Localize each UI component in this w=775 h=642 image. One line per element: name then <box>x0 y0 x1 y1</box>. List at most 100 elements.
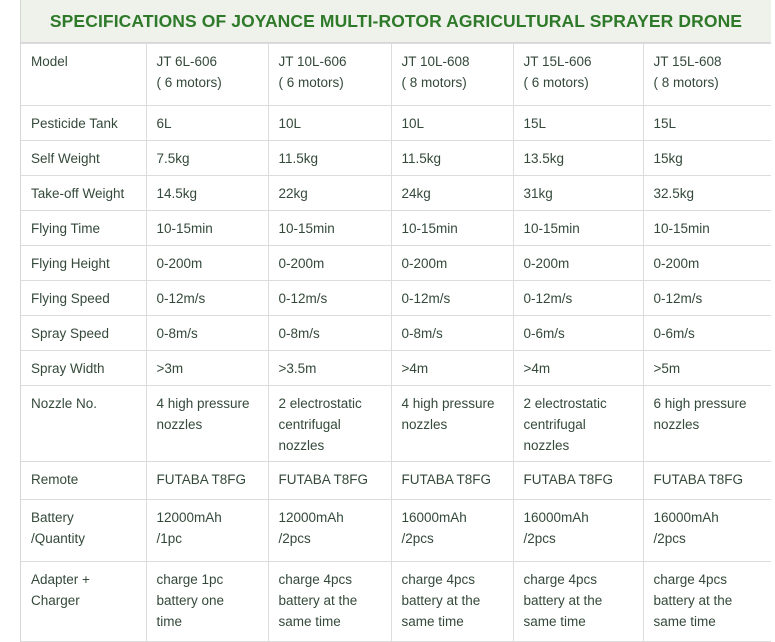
cell-text: 0-200m <box>653 256 700 271</box>
cell: 0-6m/s <box>512 315 644 351</box>
cell-text: 7.5kg <box>156 151 190 166</box>
cell-text: FUTABA T8FG <box>278 472 369 487</box>
cell-text: Spray Width <box>31 361 105 376</box>
cell: 14.5kg <box>145 175 269 211</box>
cell-text: 10-15min <box>156 221 213 236</box>
cell: 7.5kg <box>145 140 269 176</box>
cell-text: Pesticide Tank <box>31 116 118 131</box>
row-label: Self Weight <box>21 140 147 176</box>
cell-text: 6 high pressure nozzles <box>653 396 747 432</box>
cell: JT 6L-606 ( 6 motors) <box>145 43 269 106</box>
cell: 16000mAh /2pcs <box>390 499 514 562</box>
table-row: Battery /Quantity 12000mAh /1pc 12000mAh /… <box>21 499 771 562</box>
cell-text: 10L <box>278 116 302 131</box>
cell: 4 high pressure nozzles <box>145 385 269 462</box>
table-row: Pesticide Tank 6L 10L 10L 15L 15L <box>21 105 771 141</box>
cell-text: Battery /Quantity <box>31 510 86 546</box>
cell: 0-200m <box>642 245 771 281</box>
cell-text: 11.5kg <box>401 151 442 166</box>
cell: charge 4pcs battery at the same time <box>390 561 514 642</box>
cell-text: 0-12m/s <box>156 291 206 306</box>
cell-text: Flying Speed <box>31 291 110 306</box>
title: SPECIFICATIONS OF JOYANCE MULTI-ROTOR AG… <box>21 0 771 43</box>
cell-text: JT 6L-606 ( 6 motors) <box>156 54 222 90</box>
cell: charge 4pcs battery at the same time <box>267 561 392 642</box>
cell: 0-8m/s <box>145 315 269 351</box>
cell-text: Flying Time <box>31 221 101 236</box>
cell: 0-12m/s <box>642 280 771 316</box>
table-row: Self Weight 7.5kg 11.5kg 11.5kg 13.5kg 15kg <box>21 140 771 176</box>
cell-text: JT 10L-606 ( 6 motors) <box>278 54 347 90</box>
cell: 0-8m/s <box>390 315 514 351</box>
cell: >4m <box>512 350 644 386</box>
cell: charge 4pcs battery at the same time <box>512 561 644 642</box>
cell: 24kg <box>390 175 514 211</box>
cell-text: Flying Height <box>31 256 110 271</box>
row-label: Adapter + Charger <box>21 561 147 642</box>
table-row: Remote Controller FUTABA T8FG FUTABA T8FG F… <box>21 461 771 500</box>
cell: 6L <box>145 105 269 141</box>
cell-text: >3m <box>156 361 184 376</box>
cell-text: >5m <box>653 361 681 376</box>
cell-text: 24kg <box>401 186 431 201</box>
cell-text: JT 10L-608 ( 8 motors) <box>401 54 470 90</box>
cell: 0-200m <box>145 245 269 281</box>
cell: 0-12m/s <box>512 280 644 316</box>
cell-text: Self Weight <box>31 151 100 166</box>
cell: 12000mAh /1pc <box>145 499 269 562</box>
cell: 0-8m/s <box>267 315 392 351</box>
cell-text: 16000mAh /2pcs <box>523 510 589 546</box>
cell: JT 15L-608 ( 8 motors) <box>642 43 771 106</box>
cell-text: 0-8m/s <box>401 326 443 341</box>
cell: FUTABA T8FG <box>390 461 514 500</box>
cell-text: >4m <box>523 361 551 376</box>
cell: 0-6m/s <box>642 315 771 351</box>
cell-text: 10-15min <box>278 221 335 236</box>
cell: 6 high pressure nozzles <box>642 385 771 462</box>
cell-text: charge 4pcs battery at the same time <box>523 572 603 629</box>
cell-text: 0-200m <box>401 256 448 271</box>
cell: >4m <box>390 350 514 386</box>
cell-text: FUTABA T8FG <box>523 472 614 487</box>
cell-text: 31kg <box>523 186 553 201</box>
cell-text: Spray Speed <box>31 326 110 341</box>
table-row: Flying Time 10-15min 10-15min 10-15min 10-15… <box>21 210 771 246</box>
cell: 11.5kg <box>390 140 514 176</box>
table-row: Nozzle No. 4 high pressure nozzles 2 elect… <box>21 385 771 462</box>
cell-text: 0-200m <box>156 256 203 271</box>
cell-text: Nozzle No. <box>31 396 98 411</box>
cell: 15kg <box>642 140 771 176</box>
cell-text: 6L <box>156 116 172 131</box>
cell-text: charge 4pcs battery at the same time <box>653 572 733 629</box>
cell: FUTABA T8FG <box>642 461 771 500</box>
cell-text: 0-8m/s <box>278 326 320 341</box>
cell-text: 32.5kg <box>653 186 695 201</box>
table-row: Spray Speed 0-8m/s 0-8m/s 0-8m/s 0-6m/s 0-6m/… <box>21 315 771 351</box>
cell: FUTABA T8FG <box>512 461 644 500</box>
row-label: Flying Height <box>21 245 147 281</box>
table-row: Take-off Weight 14.5kg 22kg 24kg 31kg 32.5kg <box>21 175 771 211</box>
cell-text: FUTABA T8FG <box>653 472 744 487</box>
cell-text: 16000mAh /2pcs <box>401 510 467 546</box>
cell: 2 electrostatic centrifugal nozzles <box>267 385 392 462</box>
cell-text: JT 15L-608 ( 8 motors) <box>653 54 722 90</box>
cell: 0-200m <box>390 245 514 281</box>
table-row: Model JT 6L-606 ( 6 motors) JT 10L-606 ( 6… <box>21 43 771 106</box>
cell-text: 0-12m/s <box>278 291 328 306</box>
table-row: Flying Height 0-200m 0-200m 0-200m 0-200m 0-2… <box>21 245 771 281</box>
cell: 0-12m/s <box>267 280 392 316</box>
table-row: Adapter + Charger charge 1pc battery one … <box>21 561 771 642</box>
cell: FUTABA T8FG <box>267 461 392 500</box>
row-label: Nozzle No. <box>21 385 147 462</box>
cell: 31kg <box>512 175 644 211</box>
cell-text: 0-8m/s <box>156 326 198 341</box>
cell-text: 11.5kg <box>278 151 319 166</box>
cell: 10-15min <box>642 210 771 246</box>
cell-text: 0-200m <box>278 256 325 271</box>
cell-text: Adapter + Charger <box>31 572 90 608</box>
cell-text: 12000mAh /1pc <box>156 510 222 546</box>
row-label: Spray Width <box>21 350 147 386</box>
row-label: Take-off Weight <box>21 175 147 211</box>
cell: 15L <box>642 105 771 141</box>
cell-text: charge 1pc battery one time <box>156 572 225 629</box>
